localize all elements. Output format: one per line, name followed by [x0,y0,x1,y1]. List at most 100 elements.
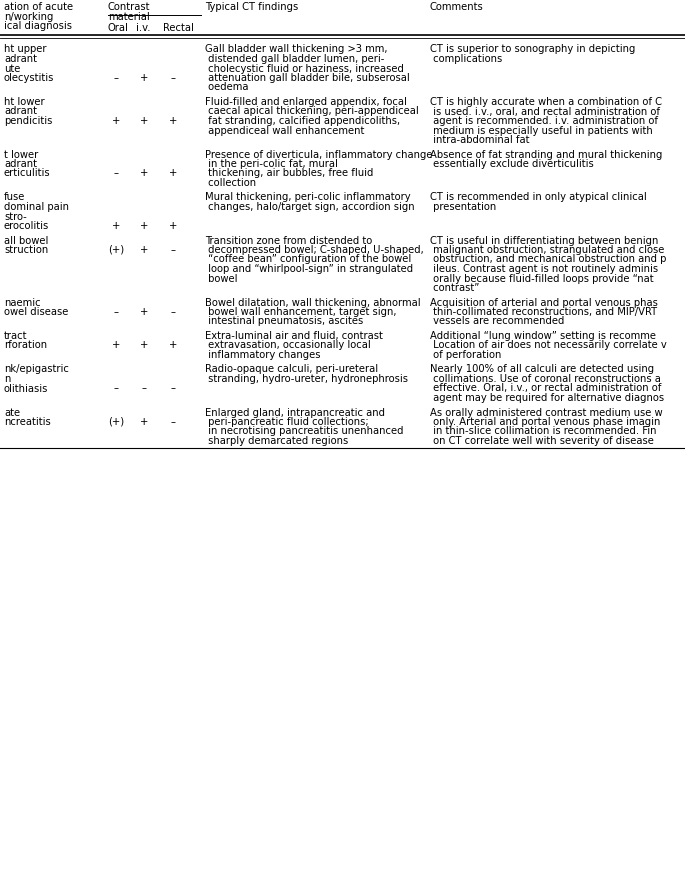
Text: appendiceal wall enhancement: appendiceal wall enhancement [205,125,364,136]
Text: ute: ute [4,63,21,74]
Text: dominal pain: dominal pain [4,202,69,212]
Text: Acquisition of arterial and portal venous phas: Acquisition of arterial and portal venou… [430,298,658,307]
Text: Bowel dilatation, wall thickening, abnormal: Bowel dilatation, wall thickening, abnor… [205,298,421,307]
Text: –: – [171,73,175,83]
Text: As orally administered contrast medium use w: As orally administered contrast medium u… [430,407,662,418]
Text: stro-: stro- [4,211,27,222]
Text: olithiasis: olithiasis [4,384,49,393]
Text: erticulitis: erticulitis [4,168,51,179]
Text: essentially exclude diverticulitis: essentially exclude diverticulitis [430,159,594,169]
Text: CT is highly accurate when a combination of C: CT is highly accurate when a combination… [430,97,662,107]
Text: on CT correlate well with severity of disease: on CT correlate well with severity of di… [430,436,654,446]
Text: thin-collimated reconstructions, and MIP/VRT: thin-collimated reconstructions, and MIP… [430,307,657,317]
Text: intestinal pneumatosis, ascites: intestinal pneumatosis, ascites [205,316,363,327]
Text: ht upper: ht upper [4,45,47,54]
Text: Radio-opaque calculi, peri-ureteral: Radio-opaque calculi, peri-ureteral [205,364,378,375]
Text: olecystitis: olecystitis [4,73,54,83]
Text: struction: struction [4,245,48,255]
Text: Rectal: Rectal [163,23,194,33]
Text: distended gall bladder lumen, peri-: distended gall bladder lumen, peri- [205,54,384,64]
Text: collection: collection [205,178,256,188]
Text: –: – [171,245,175,255]
Text: i.v.: i.v. [136,23,151,33]
Text: Nearly 100% of all calculi are detected using: Nearly 100% of all calculi are detected … [430,364,654,375]
Text: malignant obstruction, strangulated and close: malignant obstruction, strangulated and … [430,245,664,255]
Text: Typical CT findings: Typical CT findings [205,2,298,12]
Text: +: + [140,245,148,255]
Text: presentation: presentation [430,202,496,212]
Text: sharply demarcated regions: sharply demarcated regions [205,436,348,446]
Text: caecal apical thickening, peri-appendiceal: caecal apical thickening, peri-appendice… [205,107,419,117]
Text: of perforation: of perforation [430,350,501,360]
Text: n: n [4,374,10,384]
Text: n/working: n/working [4,11,53,22]
Text: “coffee bean” configuration of the bowel: “coffee bean” configuration of the bowel [205,255,411,265]
Text: loop and “whirlpool-sign” in strangulated: loop and “whirlpool-sign” in strangulate… [205,264,413,274]
Text: stranding, hydro-ureter, hydronephrosis: stranding, hydro-ureter, hydronephrosis [205,374,408,384]
Text: cholecystic fluid or haziness, increased: cholecystic fluid or haziness, increased [205,63,404,74]
Text: attenuation gall bladder bile, subserosal: attenuation gall bladder bile, subserosa… [205,73,410,83]
Text: extravasation, occasionally local: extravasation, occasionally local [205,341,371,350]
Text: Location of air does not necessarily correlate v: Location of air does not necessarily cor… [430,341,667,350]
Text: –: – [114,73,119,83]
Text: +: + [169,341,177,350]
Text: Contrast: Contrast [108,2,151,12]
Text: material: material [108,11,150,22]
Text: agent may be required for alternative diagnos: agent may be required for alternative di… [430,393,664,403]
Text: decompressed bowel; C-shaped, U-shaped,: decompressed bowel; C-shaped, U-shaped, [205,245,424,255]
Text: vessels are recommended: vessels are recommended [430,316,564,327]
Text: ate: ate [4,407,20,418]
Text: ileus. Contrast agent is not routinely adminis: ileus. Contrast agent is not routinely a… [430,264,658,274]
Text: intra-abdominal fat: intra-abdominal fat [430,135,530,145]
Text: Presence of diverticula, inflammatory change: Presence of diverticula, inflammatory ch… [205,150,432,159]
Text: inflammatory changes: inflammatory changes [205,350,321,360]
Text: –: – [171,384,175,393]
Text: in thin-slice collimation is recommended. Fin: in thin-slice collimation is recommended… [430,427,656,436]
Text: tract: tract [4,331,27,341]
Text: all bowel: all bowel [4,236,49,245]
Text: Transition zone from distended to: Transition zone from distended to [205,236,372,245]
Text: owel disease: owel disease [4,307,68,317]
Text: –: – [114,384,119,393]
Text: ht lower: ht lower [4,97,45,107]
Text: only. Arterial and portal venous phase imagin: only. Arterial and portal venous phase i… [430,417,660,427]
Text: +: + [112,116,120,126]
Text: adrant: adrant [4,54,37,64]
Text: oedema: oedema [205,82,249,93]
Text: in the peri-colic fat, mural: in the peri-colic fat, mural [205,159,338,169]
Text: –: – [142,384,147,393]
Text: Fluid-filled and enlarged appendix, focal: Fluid-filled and enlarged appendix, foca… [205,97,407,107]
Text: +: + [169,116,177,126]
Text: t lower: t lower [4,150,38,159]
Text: naemic: naemic [4,298,40,307]
Text: –: – [171,417,175,427]
Text: (+): (+) [108,245,124,255]
Text: +: + [140,168,148,179]
Text: –: – [114,168,119,179]
Text: bowel: bowel [205,273,238,284]
Text: fuse: fuse [4,193,25,202]
Text: CT is superior to sonography in depicting: CT is superior to sonography in depictin… [430,45,636,54]
Text: Absence of fat stranding and mural thickening: Absence of fat stranding and mural thick… [430,150,662,159]
Text: fat stranding, calcified appendicoliths,: fat stranding, calcified appendicoliths, [205,116,400,126]
Text: +: + [112,221,120,231]
Text: (+): (+) [108,417,124,427]
Text: Extra-luminal air and fluid, contrast: Extra-luminal air and fluid, contrast [205,331,383,341]
Text: Oral: Oral [108,23,129,33]
Text: thickening, air bubbles, free fluid: thickening, air bubbles, free fluid [205,168,373,179]
Text: ical diagnosis: ical diagnosis [4,21,72,31]
Text: adrant: adrant [4,107,37,117]
Text: +: + [112,341,120,350]
Text: +: + [140,116,148,126]
Text: collimations. Use of coronal reconstructions a: collimations. Use of coronal reconstruct… [430,374,661,384]
Text: CT is useful in differentiating between benign: CT is useful in differentiating between … [430,236,658,245]
Text: changes, halo/target sign, accordion sign: changes, halo/target sign, accordion sig… [205,202,414,212]
Text: nk/epigastric: nk/epigastric [4,364,69,375]
Text: ncreatitis: ncreatitis [4,417,51,427]
Text: pendicitis: pendicitis [4,116,52,126]
Text: +: + [140,417,148,427]
Text: Enlarged gland, intrapancreatic and: Enlarged gland, intrapancreatic and [205,407,385,418]
Text: Mural thickening, peri-colic inflammatory: Mural thickening, peri-colic inflammator… [205,193,410,202]
Text: +: + [140,341,148,350]
Text: adrant: adrant [4,159,37,169]
